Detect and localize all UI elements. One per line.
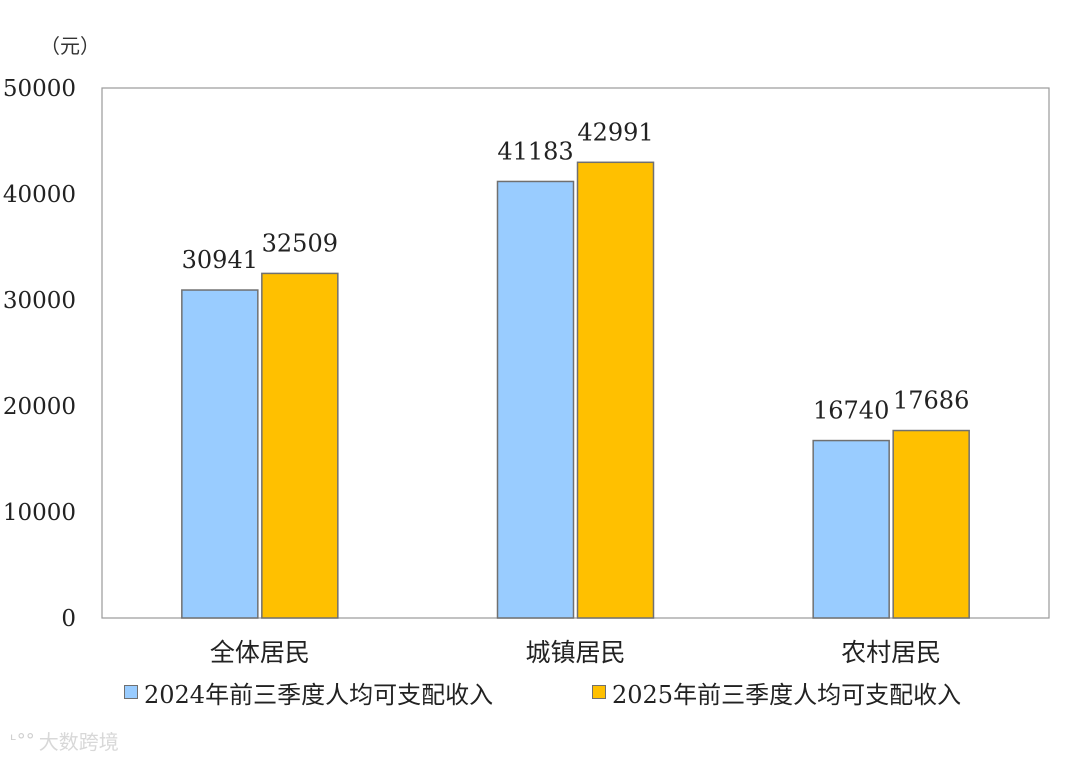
x-tick-label: 城镇居民 [525,638,625,667]
y-tick-label: 50000 [3,76,76,102]
legend-label-2025: 2025年前三季度人均可支配收入 [612,680,962,709]
watermark-logo-icon: ᶫ°° [10,730,35,751]
bar-2024 [812,439,890,619]
legend-swatch-2025 [592,685,606,699]
data-label: 30941 [182,246,258,274]
y-tick-label: 40000 [3,182,76,208]
bar-2025 [892,429,970,619]
y-tick-label: 30000 [3,288,76,314]
data-label: 17686 [893,387,969,415]
bar-2024 [496,180,575,619]
watermark-text: 大数跨境 [38,730,119,754]
x-tick-label: 全体居民 [210,638,310,667]
watermark: ᶫ°° 大数跨境 [10,726,119,755]
data-label: 42991 [577,118,653,146]
plot-frame [101,87,1050,619]
bar-2025 [576,161,655,619]
y-axis-unit-label: （元） [40,34,100,58]
legend-swatch-2024 [124,685,138,699]
y-tick-label: 10000 [3,500,76,526]
legend-label-2024: 2024年前三季度人均可支配收入 [144,680,494,709]
bar-2025 [261,272,339,619]
bar-2024 [181,289,259,619]
legend-item-2025: 2025年前三季度人均可支配收入 [592,675,961,710]
legend-item-2024: 2024年前三季度人均可支配收入 [124,675,493,710]
y-tick-label: 20000 [3,394,76,420]
data-label: 32509 [262,229,338,257]
data-label: 16740 [813,397,889,425]
y-tick-label: 0 [61,606,76,632]
data-label: 41183 [497,137,573,165]
x-tick-label: 农村居民 [841,638,941,667]
